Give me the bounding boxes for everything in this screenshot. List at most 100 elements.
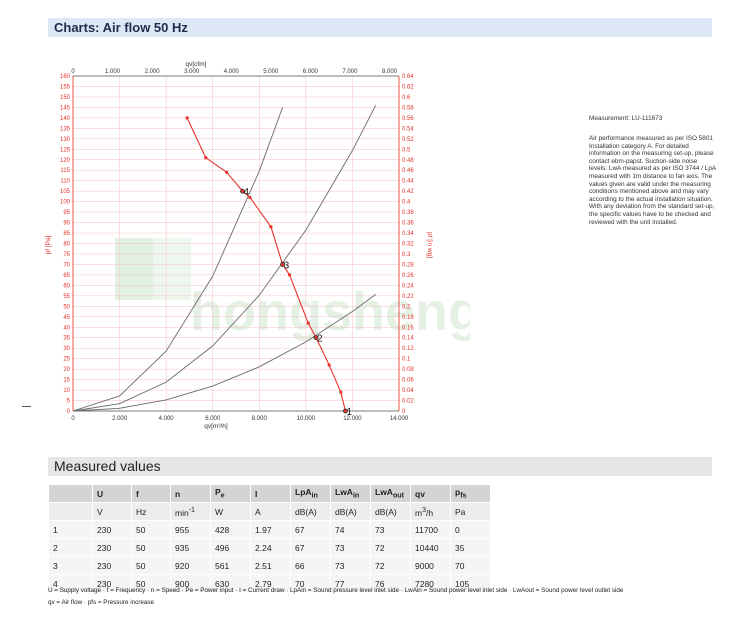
table-cell: 66 bbox=[290, 556, 331, 575]
operating-point-label: 1 bbox=[346, 407, 352, 418]
y-right-tick-label: 0.16 bbox=[402, 325, 414, 331]
y-left-tick-label: 100 bbox=[60, 200, 71, 206]
y-right-tick-label: 0.5 bbox=[402, 147, 411, 153]
y-left-tick-label: 160 bbox=[60, 74, 71, 80]
y-left-tick-label: 30 bbox=[63, 346, 70, 352]
x-top-tick-label: 3.000 bbox=[184, 69, 200, 75]
table-cell: 72 bbox=[370, 538, 411, 557]
table-cell: 935 bbox=[170, 538, 211, 557]
table-cell: 105 bbox=[450, 574, 491, 593]
table-cell: 3 bbox=[48, 556, 93, 575]
unit-lwa-out: dB(A) bbox=[370, 502, 411, 521]
y-left-tick-label: 45 bbox=[63, 315, 70, 321]
performance-note: Air performance measured as per ISO 5801… bbox=[589, 135, 716, 226]
fan-curves bbox=[185, 116, 348, 413]
col-header-pe-sub: e bbox=[220, 491, 225, 500]
table-header-corner bbox=[48, 484, 93, 503]
operating-point-label: 2 bbox=[317, 334, 323, 345]
y-right-tick-label: 0.42 bbox=[402, 189, 414, 195]
x-top-tick-label: 1.000 bbox=[105, 69, 121, 75]
x-top-tick-label: 7.000 bbox=[342, 69, 358, 75]
operating-point-label: 3 bbox=[284, 260, 290, 271]
y-left-tick-label: 50 bbox=[63, 304, 70, 310]
unit-lpa-in: dB(A) bbox=[290, 502, 331, 521]
measured-values-header: Measured values bbox=[48, 457, 712, 476]
fan-curve-point bbox=[314, 336, 318, 340]
y-right-tick-label: 0.04 bbox=[402, 388, 414, 394]
table-cell: 50 bbox=[131, 538, 171, 557]
fan-curve-point bbox=[339, 390, 343, 394]
legend-line-1: U = Supply voltage · f = Frequency · n =… bbox=[48, 587, 624, 594]
fan-curve-point bbox=[269, 225, 273, 229]
y-left-tick-label: 150 bbox=[60, 95, 71, 101]
col-header-f: f bbox=[131, 484, 171, 503]
y-right-tick-label: 0.08 bbox=[402, 367, 414, 373]
table-cell: 1.97 bbox=[250, 520, 291, 539]
table-cell: 67 bbox=[290, 520, 331, 539]
unit-pfs: Pa bbox=[450, 502, 491, 521]
x-bottom-axis-label: qv[m³/h] bbox=[204, 423, 228, 430]
table-row: 4 230 50 900 630 2.79 70 77 76 7280 105 bbox=[48, 574, 491, 593]
y-right-tick-label: 0.56 bbox=[402, 116, 414, 122]
y-right-tick-label: 0.02 bbox=[402, 399, 414, 405]
y-right-tick-label: 0.28 bbox=[402, 262, 414, 268]
table-cell: 73 bbox=[370, 520, 411, 539]
y-left-tick-label: 140 bbox=[60, 116, 71, 122]
fan-curve-point bbox=[225, 170, 229, 174]
y-right-tick-label: 0.62 bbox=[402, 84, 414, 90]
col-header-lpa-in-sub: in bbox=[311, 491, 318, 500]
table-cell: 50 bbox=[131, 520, 171, 539]
table-cell: 9000 bbox=[410, 556, 451, 575]
y-right-tick-label: 0.18 bbox=[402, 315, 414, 321]
table-cell: 2.79 bbox=[250, 574, 291, 593]
operating-point-marker bbox=[280, 262, 285, 267]
fan-curve-point bbox=[204, 156, 208, 160]
col-header-pe: Pe bbox=[210, 484, 251, 503]
unit-qv-text: m bbox=[415, 507, 423, 518]
operating-point-label: 4 bbox=[244, 187, 250, 198]
y-left-tick-label: 5 bbox=[67, 399, 71, 405]
y-left-tick-label: 65 bbox=[63, 273, 70, 279]
watermark-logo-block-2 bbox=[153, 238, 191, 300]
y-left-tick-label: 35 bbox=[63, 336, 70, 342]
y-right-tick-label: 0.38 bbox=[402, 210, 414, 216]
col-header-u-text: U bbox=[97, 488, 104, 499]
y-left-tick-label: 130 bbox=[60, 137, 71, 143]
col-header-qv-text: qv bbox=[415, 488, 425, 499]
col-header-lwa-in: LwAin bbox=[330, 484, 371, 503]
table-cell: 2.51 bbox=[250, 556, 291, 575]
table-cell: 11700 bbox=[410, 520, 451, 539]
y-right-tick-label: 0.44 bbox=[402, 179, 414, 185]
system-curve bbox=[72, 294, 376, 412]
col-header-u: U bbox=[92, 484, 132, 503]
measured-values-table: U f n Pe I LpAin LwAin LwAout qv pfs V H… bbox=[48, 484, 491, 593]
watermark-logo-block bbox=[115, 238, 153, 300]
measured-values-title: Measured values bbox=[54, 458, 161, 474]
table-cell: 230 bbox=[92, 520, 132, 539]
col-header-pfs-text: p bbox=[455, 487, 461, 498]
legend-line-2: qv = Air flow · pfs = Pressure increase bbox=[48, 599, 155, 606]
system-curve bbox=[72, 107, 283, 412]
fan-curve-point bbox=[248, 195, 252, 200]
table-row: 2 230 50 935 496 2.24 67 73 72 10440 35 bbox=[48, 538, 491, 557]
x-top-tick-label: 0 bbox=[71, 69, 75, 75]
col-header-i-text: I bbox=[255, 488, 258, 499]
col-header-pfs-sub: fs bbox=[460, 491, 467, 500]
table-cell: 230 bbox=[92, 556, 132, 575]
fan-curve-point bbox=[343, 409, 348, 413]
y-right-tick-label: 0.48 bbox=[402, 158, 414, 164]
x-top-tick-label: 6.000 bbox=[303, 69, 319, 75]
table-cell: 496 bbox=[210, 538, 251, 557]
y-left-tick-label: 80 bbox=[63, 242, 70, 248]
unit-lwa-in: dB(A) bbox=[330, 502, 371, 521]
fan-curve-point bbox=[327, 363, 331, 367]
table-header-row: U f n Pe I LpAin LwAin LwAout qv pfs bbox=[48, 484, 491, 503]
unit-u: V bbox=[92, 502, 132, 521]
measurement-id: Measurement: LU-111673 bbox=[589, 115, 663, 122]
x-bottom-tick-label: 12.000 bbox=[343, 416, 362, 422]
table-cell: 50 bbox=[131, 574, 171, 593]
y-right-tick-label: 0.58 bbox=[402, 105, 414, 111]
x-bottom-tick-label: 6.000 bbox=[205, 416, 221, 422]
table-cell: 0 bbox=[450, 520, 491, 539]
table-cell: 428 bbox=[210, 520, 251, 539]
